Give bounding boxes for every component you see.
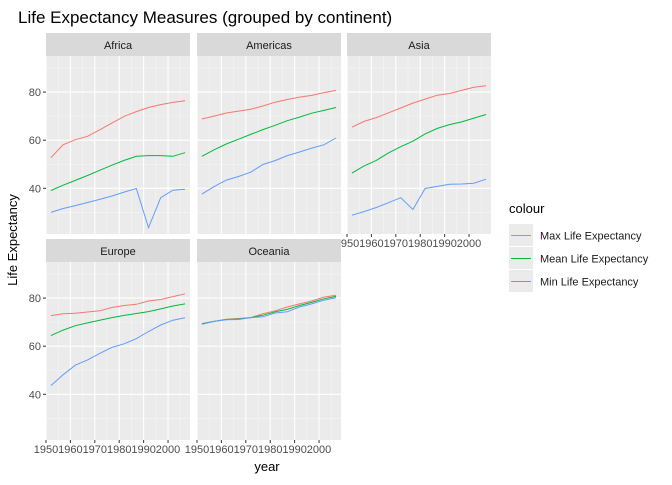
legend-label: Min Life Expectancy: [540, 277, 639, 289]
x-tick-label: 1960: [359, 238, 383, 250]
x-tick-label: 1970: [234, 444, 258, 456]
series-line-mean-life-expectancy: [351, 114, 487, 174]
facet-strip: [46, 33, 190, 56]
x-tick-label: 1990: [131, 444, 155, 456]
x-tick-label: 1990: [282, 444, 306, 456]
x-tick-label: 1970: [384, 238, 408, 250]
series-line-max-life-expectancy: [351, 85, 487, 128]
x-tick-label: 1980: [107, 444, 131, 456]
facet-africa: Africa 40 60 80: [29, 33, 190, 234]
legend-item-min-life-expectancy: Min Life Expectancy: [509, 270, 639, 292]
series-line-mean-life-expectancy: [50, 303, 186, 337]
x-tick-label: 1980: [408, 238, 432, 250]
y-tick-label: 80: [29, 87, 41, 99]
y-tick-label: 80: [29, 293, 41, 305]
series-line-min-life-expectancy: [201, 137, 337, 195]
x-tick-label: 1990: [432, 238, 456, 250]
y-axis-title: Life Expectancy: [5, 194, 20, 286]
series-line-min-life-expectancy: [201, 297, 337, 325]
series-line-mean-life-expectancy: [50, 152, 186, 191]
series-line-mean-life-expectancy: [201, 107, 337, 157]
series-line-min-life-expectancy: [50, 187, 186, 230]
y-tick-label: 40: [29, 389, 41, 401]
facet-strip: [46, 239, 190, 262]
x-tick-label: 2000: [457, 238, 481, 250]
x-tick-label: 1970: [83, 444, 107, 456]
legend: colour Max Life Expectancy Mean Life Expe…: [509, 201, 649, 292]
legend-label: Mean Life Expectancy: [540, 254, 649, 266]
facet-label: Americas: [246, 40, 292, 52]
legend-label: Max Life Expectancy: [540, 231, 642, 243]
facet-label: Europe: [100, 246, 135, 258]
series-line-max-life-expectancy: [201, 89, 337, 120]
x-tick-label: 1950: [34, 444, 58, 456]
series-line-max-life-expectancy: [50, 293, 186, 317]
facet-strip: [347, 33, 491, 56]
x-axis-title: year: [254, 459, 280, 474]
y-tick-label: 60: [29, 135, 41, 147]
facet-strip: [197, 239, 341, 262]
facet-label: Africa: [104, 40, 133, 52]
x-tick-label: 2000: [156, 444, 180, 456]
x-tick-label: 2000: [307, 444, 331, 456]
legend-item-max-life-expectancy: Max Life Expectancy: [509, 224, 642, 246]
legend-title: colour: [509, 201, 545, 216]
x-tick-label: 1960: [209, 444, 233, 456]
x-tick-label: 1980: [258, 444, 282, 456]
series-line-max-life-expectancy: [50, 100, 186, 159]
facet-europe: Europe 40 60 80 1950 1960 1970 1980 1990 2000: [29, 239, 190, 456]
facet-label: Asia: [408, 40, 430, 52]
facet-strip: [197, 33, 341, 56]
series-line-min-life-expectancy: [351, 178, 487, 216]
series-line-min-life-expectancy: [50, 317, 186, 386]
facet-americas: Americas: [196, 33, 341, 234]
x-tick-label: 1950: [185, 444, 209, 456]
chart-title: Life Expectancy Measures (grouped by con…: [18, 8, 392, 27]
facet-label: Oceania: [249, 246, 291, 258]
facet-oceania: Oceania 1950 1960 1970 1980 1990 2000: [185, 239, 341, 456]
y-tick-label: 60: [29, 341, 41, 353]
x-tick-label: 1960: [58, 444, 82, 456]
y-tick-label: 40: [29, 183, 41, 195]
legend-item-mean-life-expectancy: Mean Life Expectancy: [509, 247, 649, 269]
